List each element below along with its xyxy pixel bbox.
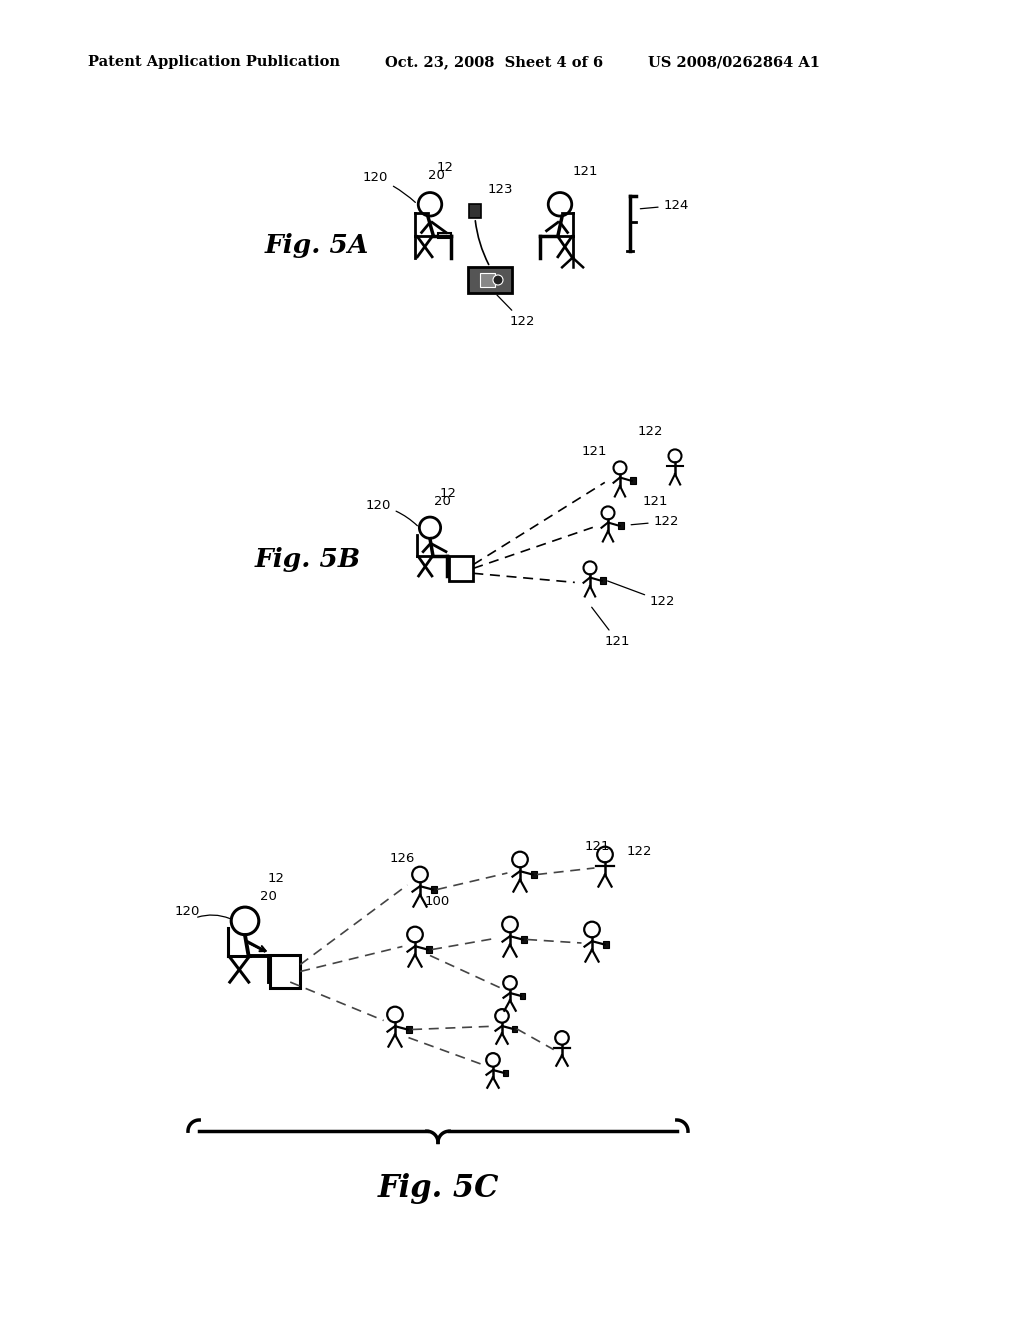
Circle shape	[493, 275, 503, 285]
Text: 122: 122	[497, 294, 536, 327]
Text: 121: 121	[585, 840, 610, 853]
Text: Fig. 5C: Fig. 5C	[377, 1172, 499, 1204]
Bar	[438, 234, 451, 239]
Bar	[521, 936, 527, 944]
Text: 120: 120	[362, 172, 416, 202]
Text: Fig. 5A: Fig. 5A	[265, 232, 370, 257]
Bar	[631, 477, 636, 484]
Bar	[426, 945, 432, 953]
Bar	[469, 205, 481, 218]
Text: 123: 123	[487, 183, 513, 197]
Bar	[519, 993, 525, 999]
Text: 121: 121	[582, 445, 607, 458]
Bar	[468, 267, 512, 293]
Text: US 2008/0262864 A1: US 2008/0262864 A1	[648, 55, 820, 69]
Bar	[407, 1026, 412, 1034]
Text: 122: 122	[638, 425, 664, 438]
Text: 126: 126	[390, 851, 416, 865]
Text: Patent Application Publication: Patent Application Publication	[88, 55, 340, 69]
Text: 120: 120	[175, 906, 201, 917]
Text: 122: 122	[607, 581, 676, 609]
Text: 20: 20	[428, 169, 444, 182]
Bar	[270, 956, 300, 987]
Text: 124: 124	[640, 199, 689, 213]
Text: 12: 12	[436, 161, 454, 174]
Text: 12: 12	[439, 487, 457, 500]
Text: 122: 122	[631, 515, 679, 528]
Bar	[512, 1026, 517, 1032]
Text: 20: 20	[260, 890, 276, 903]
Bar	[431, 886, 437, 894]
Text: Oct. 23, 2008  Sheet 4 of 6: Oct. 23, 2008 Sheet 4 of 6	[385, 55, 603, 69]
Text: 100: 100	[425, 895, 451, 908]
Text: 122: 122	[627, 845, 652, 858]
Bar	[480, 273, 495, 286]
Bar	[603, 941, 609, 948]
Bar	[449, 556, 473, 581]
Text: 121: 121	[643, 495, 669, 508]
Bar	[503, 1069, 508, 1076]
Text: 12: 12	[268, 873, 285, 884]
Text: 121: 121	[592, 607, 631, 648]
Bar	[600, 577, 606, 585]
Bar	[618, 521, 624, 529]
Text: 20: 20	[434, 495, 451, 508]
Text: 121: 121	[572, 165, 598, 178]
Text: 120: 120	[366, 499, 418, 525]
Text: Fig. 5B: Fig. 5B	[255, 548, 361, 573]
Bar	[531, 871, 538, 878]
